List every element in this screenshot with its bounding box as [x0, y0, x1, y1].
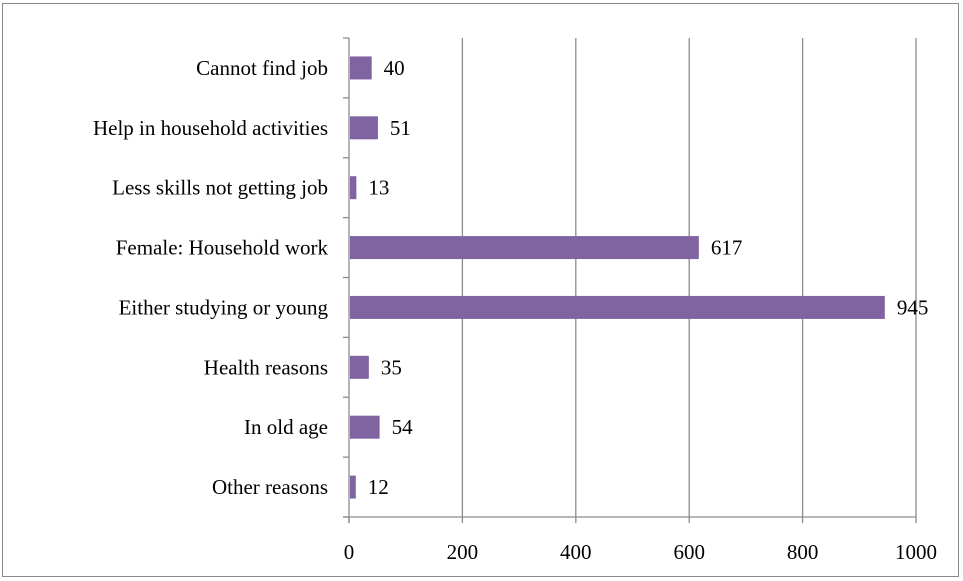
axes: [343, 37, 917, 523]
category-label-4: Either studying or young: [119, 295, 329, 319]
data-label-2: 13: [368, 176, 389, 200]
bar-5: [350, 355, 369, 379]
data-label-4: 945: [897, 295, 929, 319]
data-label-5: 35: [381, 355, 402, 379]
category-label-1: Help in household activities: [93, 116, 328, 140]
x-tick-label-400: 400: [560, 540, 592, 564]
x-tick-label-600: 600: [673, 540, 705, 564]
bar-1: [350, 116, 378, 140]
data-label-1: 51: [390, 116, 411, 140]
data-label-0: 40: [384, 56, 405, 80]
category-label-7: Other reasons: [212, 475, 328, 499]
bar-2: [350, 176, 357, 200]
x-tick-label-1000: 1000: [895, 540, 937, 564]
x-tick-label-200: 200: [447, 540, 479, 564]
chart-frame: [2, 3, 959, 577]
category-label-6: In old age: [244, 415, 328, 439]
category-label-2: Less skills not getting job: [112, 176, 328, 200]
category-label-0: Cannot find job: [196, 56, 328, 80]
category-label-5: Health reasons: [204, 355, 328, 379]
x-tick-label-800: 800: [787, 540, 819, 564]
data-label-6: 54: [392, 415, 414, 439]
data-label-3: 617: [711, 236, 743, 260]
bar-4: [350, 295, 885, 319]
x-tick-label-0: 0: [344, 540, 355, 564]
bar-0: [350, 56, 372, 80]
labels: Cannot find job Help in household activit…: [93, 56, 937, 564]
gridlines: [461, 38, 917, 517]
bar-6: [350, 415, 380, 439]
bars: [350, 56, 885, 499]
data-label-7: 12: [368, 475, 389, 499]
category-label-3: Female: Household work: [116, 236, 329, 260]
bar-7: [350, 475, 356, 499]
bar-3: [350, 236, 699, 260]
